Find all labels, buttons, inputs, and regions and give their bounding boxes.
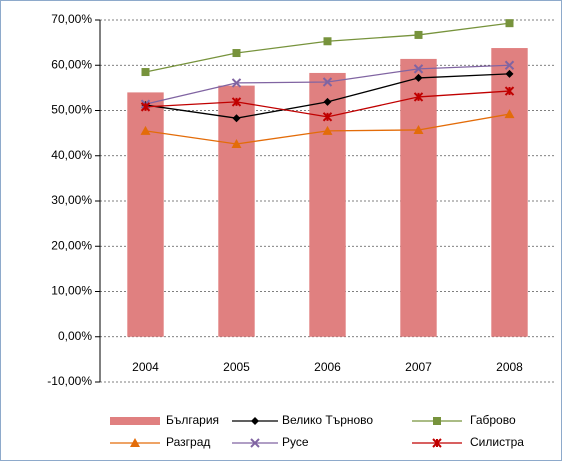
legend-label: Габрово xyxy=(470,413,516,427)
marker xyxy=(413,92,424,102)
y-tick-label: 40,00% xyxy=(51,148,92,162)
legend-swatch xyxy=(110,417,160,425)
marker xyxy=(413,64,424,74)
y-tick-label: -10,00% xyxy=(47,374,92,388)
marker xyxy=(231,97,242,107)
marker xyxy=(413,124,424,134)
marker xyxy=(504,86,515,96)
legend-label: Велико Търново xyxy=(282,413,373,427)
legend-marker xyxy=(251,417,259,425)
legend-label: Русе xyxy=(282,435,309,449)
marker xyxy=(232,49,241,58)
marker xyxy=(322,77,333,87)
bar xyxy=(491,48,528,337)
marker xyxy=(504,60,515,70)
legend-label: Силистра xyxy=(470,435,524,449)
marker xyxy=(322,112,333,122)
marker xyxy=(140,102,151,112)
marker xyxy=(231,138,242,148)
x-tick-label: 2007 xyxy=(405,360,432,374)
y-tick-label: 20,00% xyxy=(51,238,92,252)
marker xyxy=(232,114,241,123)
marker xyxy=(322,125,333,135)
marker xyxy=(231,78,242,88)
marker xyxy=(141,68,150,77)
y-tick-label: 30,00% xyxy=(51,193,92,207)
x-tick-label: 2004 xyxy=(132,360,159,374)
marker xyxy=(323,97,332,106)
x-tick-label: 2006 xyxy=(314,360,341,374)
y-tick-label: 50,00% xyxy=(51,103,92,117)
bar xyxy=(309,72,346,337)
marker xyxy=(323,37,332,46)
marker xyxy=(414,73,423,82)
legend-marker xyxy=(432,438,442,448)
y-tick-label: 10,00% xyxy=(51,284,92,298)
marker xyxy=(504,109,515,119)
legend-marker xyxy=(250,438,260,448)
legend-label: България xyxy=(166,413,219,427)
y-tick-label: 60,00% xyxy=(51,57,92,71)
legend-marker xyxy=(130,438,140,447)
marker xyxy=(505,69,514,78)
bar xyxy=(218,85,255,337)
legend-label: Разград xyxy=(166,435,210,449)
y-tick-label: 0,00% xyxy=(58,329,92,343)
x-tick-label: 2005 xyxy=(223,360,250,374)
legend-marker xyxy=(433,417,441,425)
marker xyxy=(140,125,151,135)
marker xyxy=(414,30,423,39)
x-tick-label: 2008 xyxy=(496,360,523,374)
bar xyxy=(400,58,437,337)
marker xyxy=(505,19,514,28)
y-tick-label: 70,00% xyxy=(51,12,92,26)
